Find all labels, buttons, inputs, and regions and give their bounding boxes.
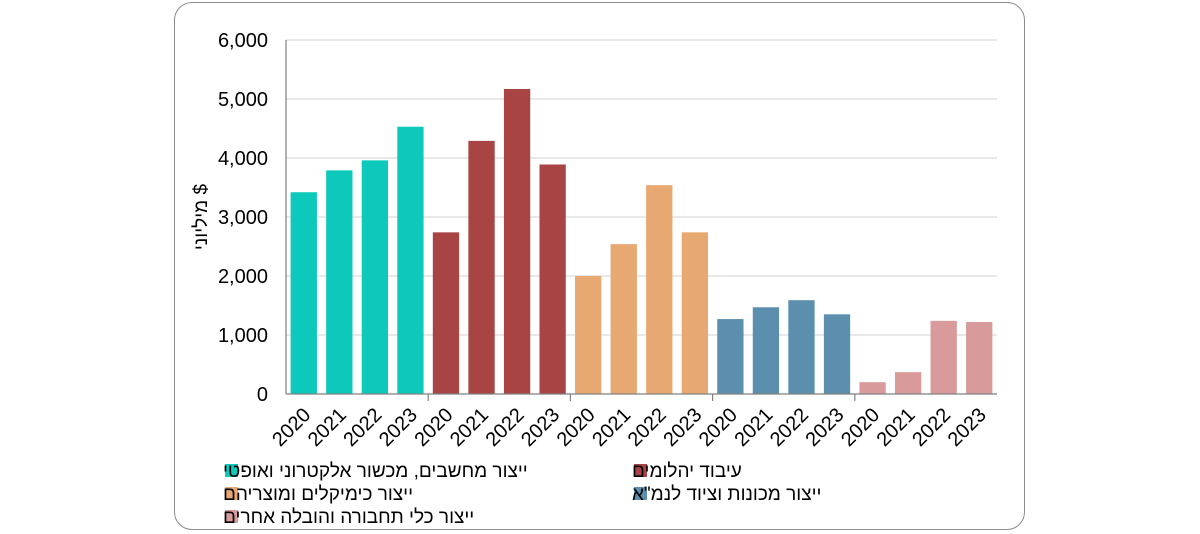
- bar: [432, 232, 460, 394]
- x-tick-label: 2020: [553, 404, 600, 451]
- x-tick-label: 2022: [766, 404, 813, 451]
- bar: [646, 185, 673, 394]
- y-tick-label: 4,000: [218, 148, 268, 170]
- bar: [539, 164, 566, 394]
- x-tick-label: 2020: [410, 404, 457, 451]
- x-tick-label: 2022: [908, 404, 955, 451]
- bars: [290, 88, 993, 394]
- x-tick-label: 2022: [482, 404, 529, 451]
- bar: [788, 300, 815, 394]
- y-tick-label: 0: [257, 384, 268, 406]
- y-tick-label: 3,000: [218, 207, 268, 229]
- legend-swatch: [634, 464, 647, 477]
- legend-label: ייצור כלי תחבורה והובלה אחרים: [223, 507, 474, 528]
- x-tick-label: 2020: [695, 404, 742, 451]
- bar: [681, 232, 708, 394]
- bar: [610, 244, 637, 394]
- x-tick-label: 2023: [659, 404, 706, 451]
- bar: [290, 192, 317, 394]
- x-tick-label: 2021: [446, 404, 493, 451]
- legend-label: עיבוד יהלומים: [632, 461, 742, 482]
- legend-swatch: [225, 510, 238, 523]
- legend-swatch: [634, 487, 647, 500]
- y-tick-label: 6,000: [218, 30, 268, 52]
- legend-label: ייצור מכונות וציוד לנמ"א: [632, 484, 821, 505]
- x-tick-label: 2021: [304, 404, 351, 451]
- x-tick-label: 2021: [588, 404, 635, 451]
- y-tick-label: 5,000: [218, 89, 268, 111]
- bar: [823, 314, 851, 394]
- bar: [717, 319, 744, 394]
- legend-swatch: [225, 464, 238, 477]
- legend-swatch: [225, 487, 238, 500]
- bar: [397, 126, 424, 394]
- axes: [285, 40, 997, 401]
- x-tick-label: 2023: [802, 404, 849, 451]
- bar: [361, 160, 389, 394]
- x-tick-label: 2021: [873, 404, 920, 451]
- bar: [326, 170, 353, 394]
- x-tick-labels: 2020202120222023202020212022202320202021…: [268, 404, 990, 451]
- y-tick-labels: 0 1,000 2,000 3,000 4,000 5,000 6,000: [218, 30, 268, 406]
- x-tick-label: 2020: [268, 404, 315, 451]
- bar: [503, 88, 531, 394]
- y-tick-label: 1,000: [218, 325, 268, 347]
- bar: [752, 307, 780, 394]
- bar: [894, 372, 922, 394]
- bar: [859, 382, 886, 394]
- x-tick-label: 2022: [624, 404, 671, 451]
- x-tick-label: 2023: [517, 404, 564, 451]
- y-tick-label: 2,000: [218, 266, 268, 288]
- legend-label: ייצור כימיקלים ומוצריהם: [223, 484, 413, 505]
- bar: [468, 140, 495, 394]
- bar: [930, 320, 957, 394]
- y-axis-label: מיליוני $: [191, 184, 212, 251]
- x-tick-label: 2022: [339, 404, 386, 451]
- bar: [575, 276, 602, 394]
- x-tick-label: 2023: [375, 404, 422, 451]
- grid-lines: [286, 39, 997, 336]
- bar: [966, 322, 993, 394]
- x-tick-label: 2023: [944, 404, 991, 451]
- x-tick-label: 2021: [730, 404, 777, 451]
- legend: ייצור מחשבים, מכשור אלקטרוני ואופטי עיבוד…: [223, 461, 821, 528]
- legend-label: ייצור מחשבים, מכשור אלקטרוני ואופטי: [223, 461, 528, 482]
- x-tick-label: 2020: [837, 404, 884, 451]
